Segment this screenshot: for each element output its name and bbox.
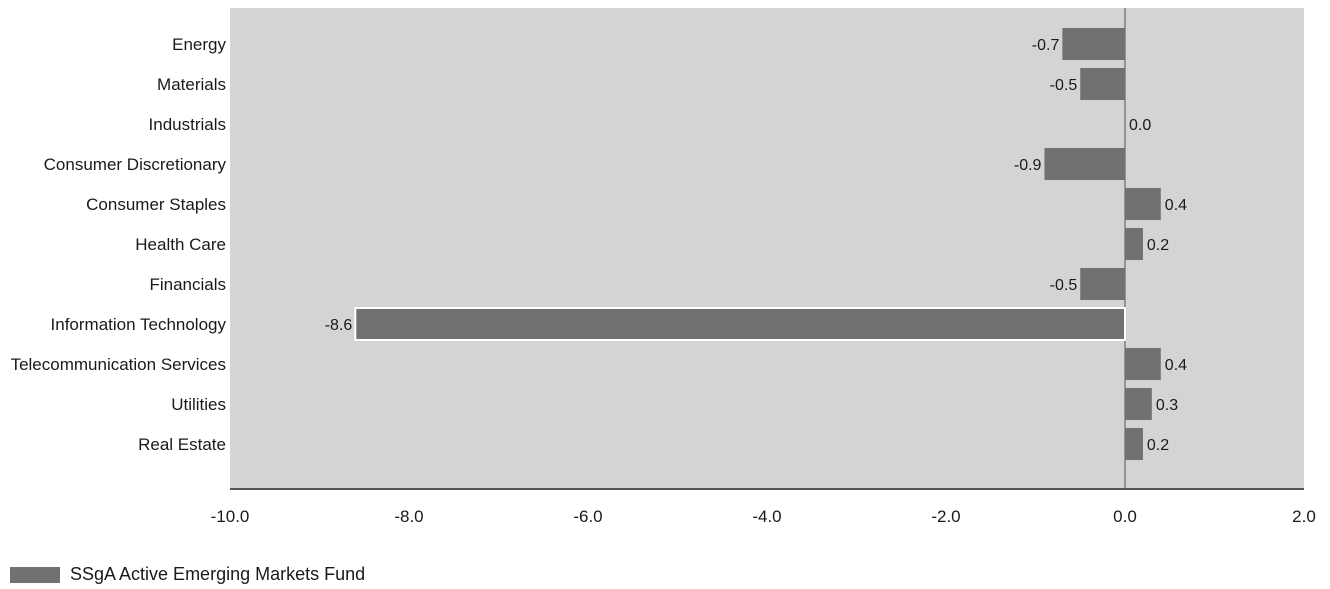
category-label: Utilities — [171, 395, 226, 414]
bar — [1080, 268, 1125, 300]
bar — [1125, 188, 1161, 220]
category-label: Health Care — [135, 235, 226, 254]
value-label: -0.5 — [1050, 277, 1078, 294]
bars — [354, 28, 1161, 460]
x-tick-label: 2.0 — [1292, 507, 1316, 526]
bar — [1125, 388, 1152, 420]
value-label: 0.0 — [1129, 117, 1151, 134]
value-label: -0.7 — [1032, 37, 1060, 54]
value-label: 0.2 — [1147, 437, 1169, 454]
category-label: Consumer Discretionary — [44, 155, 227, 174]
category-label: Information Technology — [51, 315, 227, 334]
x-tick-labels: -10.0 -8.0 -6.0 -4.0 -2.0 0.0 2.0 — [211, 507, 1316, 526]
value-label: 0.4 — [1165, 357, 1187, 374]
value-label: -8.6 — [325, 317, 353, 334]
bar — [1044, 148, 1125, 180]
legend-swatch — [10, 566, 60, 583]
bar — [1062, 28, 1125, 60]
value-label: 0.3 — [1156, 397, 1178, 414]
bar — [1125, 348, 1161, 380]
x-tick-label: 0.0 — [1113, 507, 1137, 526]
category-label: Financials — [149, 275, 226, 294]
category-label: Materials — [157, 75, 226, 94]
bar-chart: Energy Materials Industrials Consumer Discr… — [11, 8, 1316, 526]
value-label: -0.5 — [1050, 77, 1078, 94]
legend: SSgA Active Emerging Markets Fund — [10, 564, 365, 585]
bar — [1125, 428, 1143, 460]
category-label: Industrials — [149, 115, 226, 134]
bar — [1080, 68, 1125, 100]
value-label: 0.4 — [1165, 197, 1187, 214]
bar — [354, 307, 1126, 341]
category-labels: Energy Materials Industrials Consumer Discr… — [11, 35, 227, 454]
value-label: -0.9 — [1014, 157, 1042, 174]
x-tick-label: -2.0 — [931, 507, 960, 526]
category-label: Energy — [172, 35, 226, 54]
x-tick-label: -10.0 — [211, 507, 250, 526]
x-tick-label: -4.0 — [752, 507, 781, 526]
x-tick-label: -6.0 — [573, 507, 602, 526]
legend-label: SSgA Active Emerging Markets Fund — [70, 564, 366, 584]
category-label: Telecommunication Services — [11, 355, 226, 374]
value-labels: -0.7 -0.5 0.0 -0.9 0.4 0.2 -0.5 -8.6 0.4 0.3 0.2 — [325, 37, 1187, 454]
bar — [1125, 228, 1143, 260]
x-tick-label: -8.0 — [394, 507, 423, 526]
value-label: 0.2 — [1147, 237, 1169, 254]
category-label: Real Estate — [138, 435, 226, 454]
category-label: Consumer Staples — [86, 195, 226, 214]
